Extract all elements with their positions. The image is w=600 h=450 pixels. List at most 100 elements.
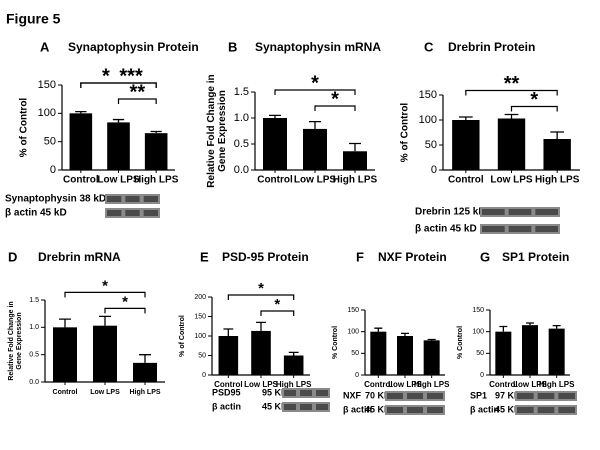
bar [497, 118, 526, 170]
error-bar [150, 130, 162, 134]
chart-title: Drebrin mRNA [38, 250, 121, 264]
x-tick-label: Control [63, 175, 99, 186]
panel-label: B [228, 39, 237, 54]
y-tick-label: 150 [347, 307, 359, 314]
x-tick-label: High LPS [129, 389, 160, 396]
blot-band [558, 393, 575, 399]
chart-title: Drebrin Protein [448, 40, 535, 54]
error-bar [139, 354, 151, 363]
y-axis-label: % of Control [179, 315, 186, 357]
x-tick-label: High LPS [414, 380, 450, 389]
significance-bracket [104, 307, 146, 314]
x-tick-label: Low LPS [97, 175, 140, 186]
error-bar [349, 142, 361, 152]
significance-label: * [122, 293, 128, 310]
blot-band [143, 210, 158, 216]
y-axis-label: Relative Fold Change in [8, 301, 15, 380]
blot-label: NXF [343, 390, 362, 400]
bar [370, 331, 387, 375]
y-tick-label: 150 [472, 307, 484, 314]
bar [133, 362, 157, 382]
y-tick-label: 100 [194, 333, 206, 340]
chart-title: Synaptophysin mRNA [255, 40, 381, 54]
blot-band [407, 407, 423, 413]
x-tick-label: Low LPS [90, 389, 120, 396]
x-tick-label: High LPS [134, 175, 179, 186]
y-axis-label: Gene Expression [217, 90, 228, 172]
blot-label: 97 KD [495, 390, 521, 400]
blot-band [387, 407, 403, 413]
bar [522, 325, 538, 375]
y-tick-label: 100 [419, 114, 437, 126]
error-bar [112, 118, 125, 123]
x-tick-label: High LPS [535, 175, 580, 186]
bar [543, 139, 571, 170]
y-tick-label: 50 [351, 350, 359, 357]
y-tick-label: 0.5 [234, 138, 249, 150]
y-tick-label: 0.0 [29, 379, 39, 386]
y-tick-label: 1.0 [234, 112, 249, 124]
blot-band [558, 407, 575, 413]
figure-title: Figure 5 [6, 11, 61, 27]
error-bar [256, 321, 266, 331]
blot-label: 45 KD [365, 404, 391, 414]
bar [548, 328, 565, 375]
y-tick-label: 0 [202, 372, 206, 379]
bar [423, 340, 440, 375]
significance-label: * [331, 88, 339, 110]
blot-band [427, 407, 443, 413]
y-tick-label: 100 [347, 329, 359, 336]
blot-band [107, 210, 122, 216]
y-tick-label: 100 [472, 329, 484, 336]
bar [343, 151, 367, 170]
significance-label: *** [119, 65, 143, 87]
blot-band [482, 226, 505, 232]
error-bar [526, 322, 534, 326]
error-bar [401, 332, 409, 336]
error-bar [288, 351, 299, 356]
y-axis-label: Gene Expression [16, 312, 23, 369]
error-bar [223, 328, 234, 336]
blot-band [407, 393, 423, 399]
significance-bracket [227, 294, 295, 300]
error-bar [99, 315, 111, 326]
panel-label: A [40, 39, 50, 54]
y-tick-label: 50 [476, 350, 484, 357]
bar [303, 128, 327, 170]
x-tick-label: Control [53, 389, 78, 396]
y-tick-label: 0 [431, 164, 437, 176]
significance-bracket [260, 310, 295, 316]
panel-label: C [424, 39, 434, 54]
significance-bracket [314, 105, 356, 111]
x-tick-label: Low LPS [513, 380, 547, 389]
significance-label: ** [130, 81, 146, 103]
significance-label: * [258, 280, 264, 297]
blot-band [535, 209, 558, 215]
bar [263, 118, 287, 170]
blot-label: β actin [212, 401, 241, 411]
error-bar [75, 110, 87, 114]
panel-label: G [480, 249, 490, 264]
blot-band [537, 393, 555, 399]
blot-label: PSD95 [212, 387, 241, 397]
blot-band [316, 390, 328, 396]
blot-band [537, 407, 555, 413]
significance-bracket [465, 89, 558, 96]
x-tick-label: Control [489, 380, 517, 389]
x-tick-label: High LPS [539, 380, 575, 389]
y-axis-label: Relative Fold Change in [206, 74, 217, 187]
y-tick-label: 0 [480, 372, 484, 379]
blot-label: β actin 45 kD [5, 208, 67, 219]
y-axis-label: % of Control [19, 98, 30, 158]
blot-label: Drebrin 125 kD [415, 207, 486, 218]
panel-label: E [200, 249, 209, 264]
bar [452, 120, 480, 170]
y-tick-label: 50 [198, 352, 206, 359]
y-tick-label: 100 [38, 107, 56, 119]
blot-band [508, 226, 532, 232]
y-tick-label: 50 [44, 136, 56, 148]
blot-label: 45 KD [495, 404, 521, 414]
y-axis-label: % Control [332, 326, 339, 359]
blot-band [535, 226, 558, 232]
